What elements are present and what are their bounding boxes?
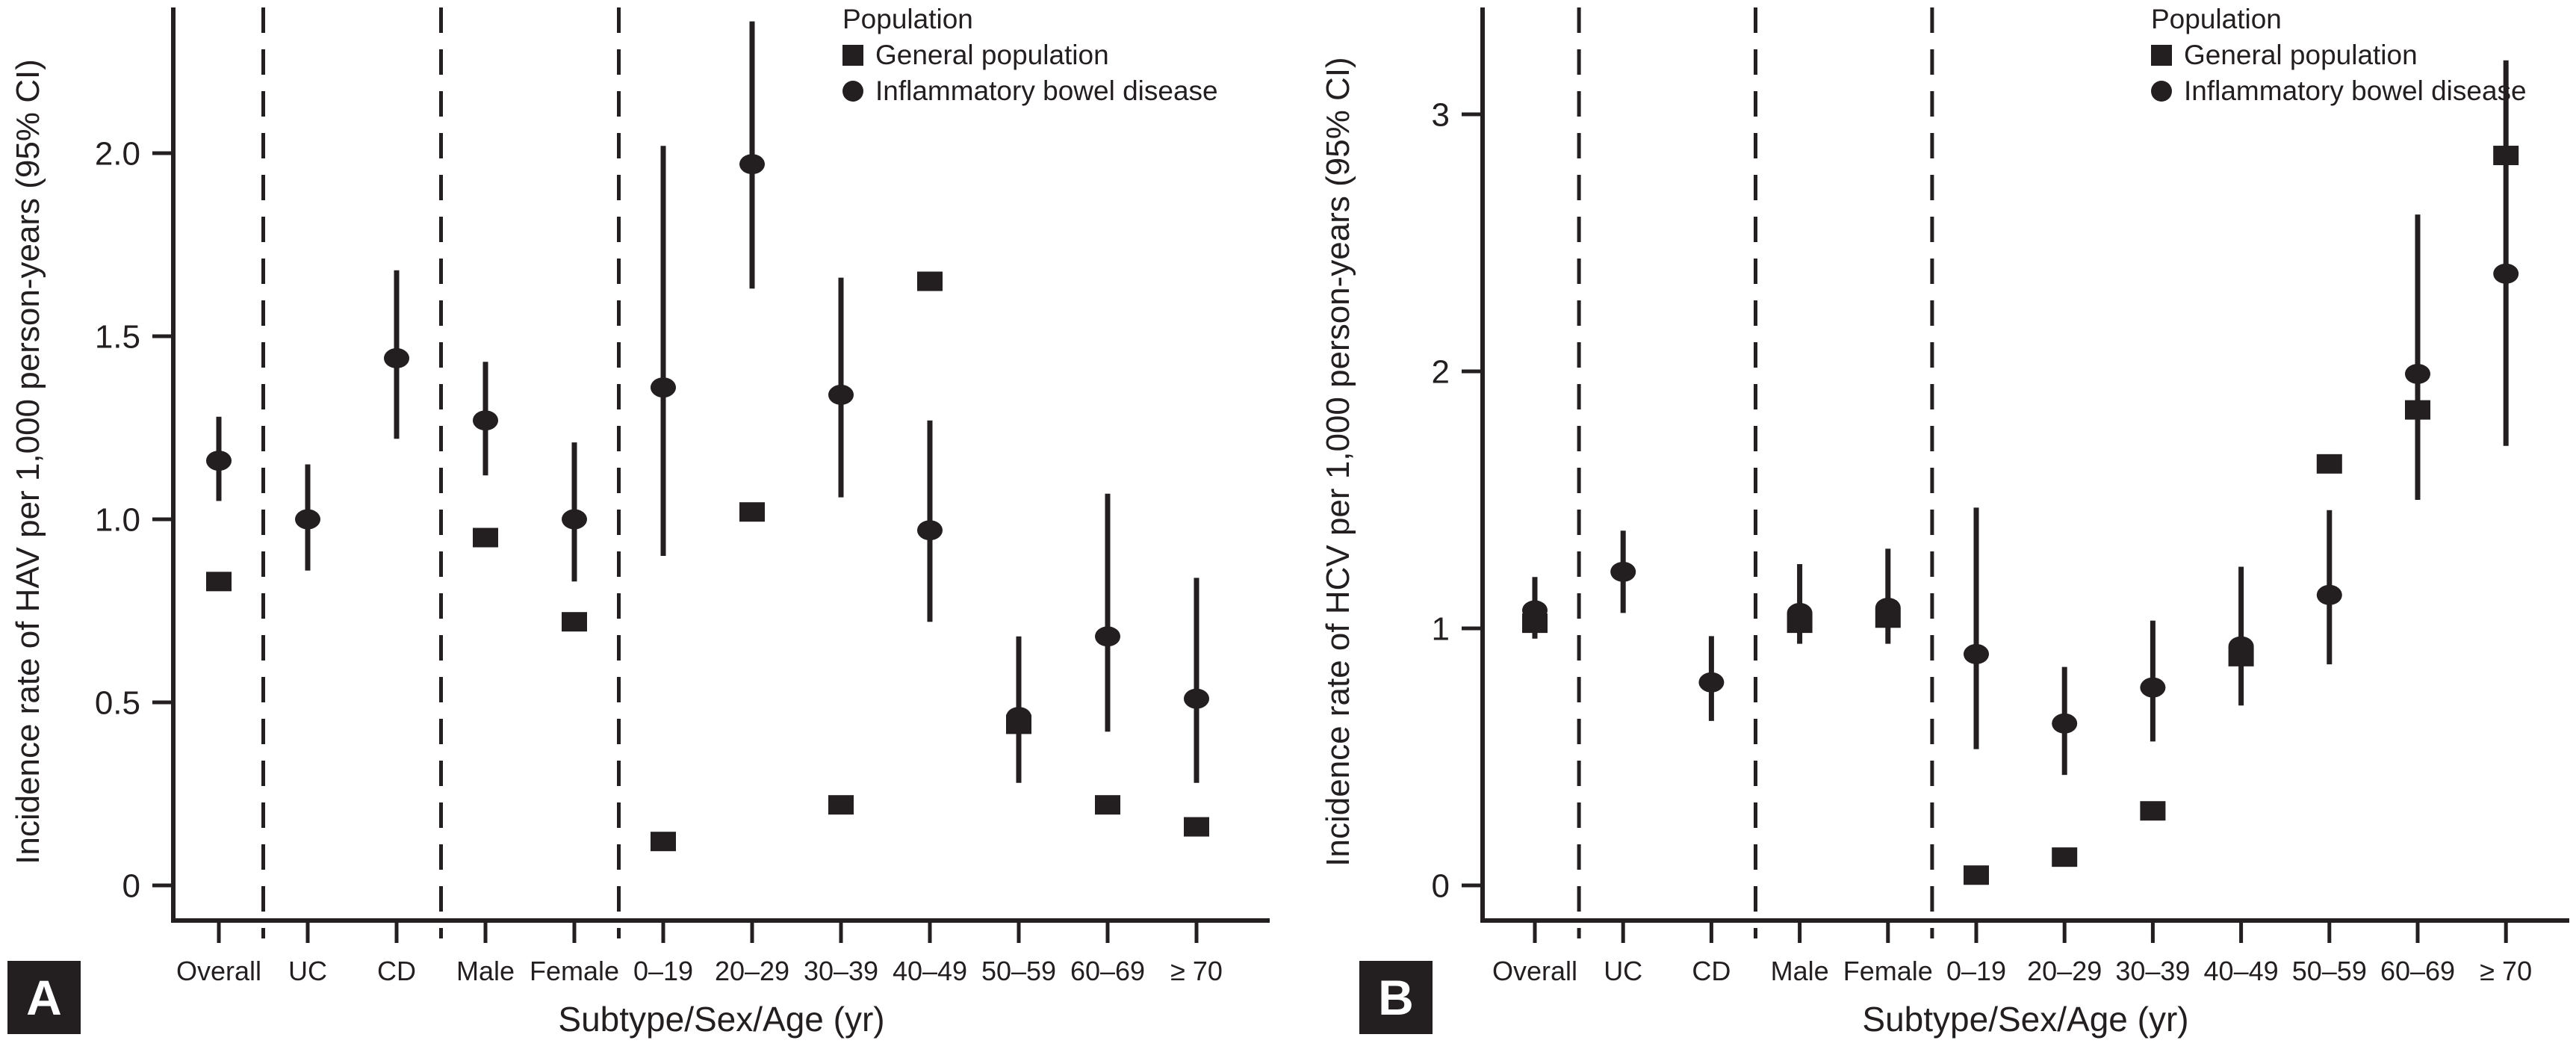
panel-a-ibd-circle-60–69 [1095,626,1120,647]
panel-a-legend: Population General population Inflammato… [842,4,1218,106]
panel-b-ibd-circle-60–69 [2405,363,2430,384]
panel-a-x-tick-label-CD: CD [377,956,416,986]
panel-a-y-tick-label-1.0: 1.0 [95,501,140,538]
panel-b-ibd-circle-50–59 [2316,584,2342,605]
panel-b-ibd-circle-UC [1610,561,1636,582]
panel-b-ibd-circle-20–29 [2052,713,2078,734]
panel-b-gp-square-Female [1875,608,1901,628]
panel-a-gp-square-Female [562,612,587,632]
panel-b-gp-square-0–19 [1964,865,1989,885]
panel-a-y-tick-label-2.0: 2.0 [95,135,140,172]
panel-b-x-tick-label-50–59: 50–59 [2292,956,2367,986]
panel-a-gp-square-Overall [206,572,232,592]
panel-b-y-tick-label-2: 2 [1432,353,1450,390]
panel-a-x-tick-label-60–69: 60–69 [1070,956,1145,986]
panel-a-ibd-circle-30–39 [828,384,854,405]
panel-a-ibd-circle-≥-70 [1184,688,1209,709]
panel-b-x-tick-label-30–39: 30–39 [2115,956,2190,986]
panel-a-ibd-circle-Male [473,410,498,431]
panel-a-x-tick-label-Male: Male [456,956,515,986]
legend-item-ibd: Inflammatory bowel disease [842,76,1218,106]
legend-item-general-population: General population [2151,40,2527,70]
legend-label: General population [875,40,1109,70]
panel-a-gp-square-50–59 [1006,714,1031,734]
panel-b-x-tick-label-Male: Male [1771,956,1829,986]
circle-marker-icon [2151,81,2172,102]
panel-b-x-tick-label-60–69: 60–69 [2380,956,2455,986]
panel-b-x-tick-label-UC: UC [1604,956,1642,986]
panel-a-ibd-circle-20–29 [739,154,765,175]
legend-label: General population [2184,40,2418,70]
panel-a-ibd-circle-UC [295,509,320,530]
panel-a-x-tick-label-UC: UC [288,956,327,986]
panel-b-y-tick-label-0: 0 [1432,867,1450,904]
panel-b-gp-square-≥-70 [2493,146,2519,166]
square-marker-icon [2151,45,2172,66]
panel-b-x-tick-label-Female: Female [1843,956,1933,986]
panel-b-ibd-circle-≥-70 [2493,263,2519,284]
legend-title: Population [2151,4,2282,34]
panel-a-gp-square-30–39 [828,795,854,815]
panel-a-x-tick-label-0–19: 0–19 [633,956,693,986]
panel-b-gp-square-60–69 [2405,400,2430,420]
panel-a-x-tick-label-40–49: 40–49 [893,956,967,986]
legend-item-ibd: Inflammatory bowel disease [2151,76,2527,106]
panel-a-gp-square-0–19 [651,832,676,852]
panel-b-gp-square-40–49 [2228,646,2254,666]
panel-a-x-axis-title: Subtype/Sex/Age (yr) [558,1000,885,1039]
panel-b-gp-square-30–39 [2140,801,2166,821]
square-marker-icon [842,45,863,66]
panel-a-gp-square-≥-70 [1184,817,1209,837]
panel-a-gp-square-60–69 [1095,795,1120,815]
panel-b-ibd-circle-CD [1698,672,1725,693]
panel-b-y-tick-label-3: 3 [1432,96,1450,133]
panel-a-ibd-circle-CD [384,347,409,368]
panel-b-x-axis-title: Subtype/Sex/Age (yr) [1862,1000,2189,1039]
panel-a-x-tick-label-30–39: 30–39 [804,956,878,986]
panel-a-x-tick-label-≥-70: ≥ 70 [1170,956,1223,986]
panel-b-x-tick-label-40–49: 40–49 [2204,956,2279,986]
panel-a-ibd-circle-40–49 [917,520,943,541]
panel-b-gp-square-Male [1787,613,1813,634]
legend-label: Inflammatory bowel disease [875,75,1218,106]
legend-label: Inflammatory bowel disease [2184,75,2527,106]
panel-a-y-tick-label-0: 0 [122,867,140,904]
panel-b-legend: Population General population Inflammato… [2151,4,2527,106]
panel-a-ibd-circle-0–19 [651,377,676,398]
panel-a-gp-square-20–29 [739,502,765,522]
panel-b-y-axis-title: Incidence rate of HCV per 1,000 person-y… [1320,57,1356,867]
panel-a-gp-square-40–49 [917,271,943,291]
panel-a-y-tick-label-1.5: 1.5 [95,318,140,355]
panel-b-x-tick-label-0–19: 0–19 [1946,956,2006,986]
panel-a-gp-square-Male [473,528,498,548]
panel-a-y-axis-title: Incidence rate of HAV per 1,000 person-y… [10,59,46,864]
panel-b-x-tick-label-20–29: 20–29 [2027,956,2102,986]
panel-a-badge: A [7,961,81,1034]
panel-a-x-tick-label-50–59: 50–59 [981,956,1056,986]
panel-b-gp-square-50–59 [2316,454,2342,474]
panel-a-ibd-circle-Overall [206,451,232,471]
panel-a-x-tick-label-20–29: 20–29 [715,956,789,986]
panel-b-badge: B [1359,961,1433,1034]
panel-b-ibd-circle-30–39 [2140,677,2166,698]
panel-a-x-tick-label-Female: Female [530,956,619,986]
panel-b-x-tick-label-CD: CD [1692,956,1731,986]
legend-item-general-population: General population [842,40,1218,70]
circle-marker-icon [842,81,863,102]
panel-b-gp-square-Overall [1522,613,1548,634]
panel-a-y-tick-label-0.5: 0.5 [95,684,140,721]
panel-a-x-tick-label-Overall: Overall [176,956,261,986]
panel-b-gp-square-20–29 [2052,847,2078,867]
panel-b-ibd-circle-0–19 [1964,643,1989,664]
legend-title: Population [842,4,973,34]
panel-a-ibd-circle-Female [562,509,587,530]
panel-b-x-tick-label-≥-70: ≥ 70 [2480,956,2532,986]
panel-b-y-tick-label-1: 1 [1432,610,1450,647]
panel-b-x-tick-label-Overall: Overall [1492,956,1577,986]
